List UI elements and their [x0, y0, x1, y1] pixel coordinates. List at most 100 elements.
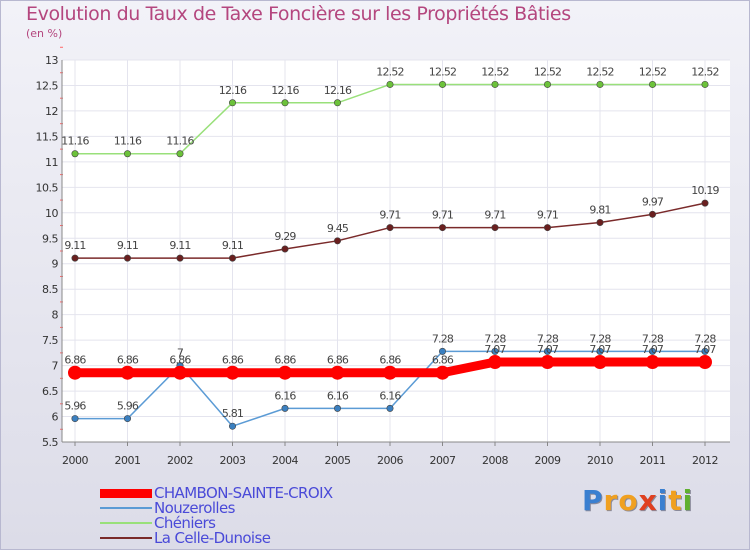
- data-label: 7.07: [484, 343, 506, 356]
- data-point: [71, 254, 79, 262]
- x-tick-label: 2009: [535, 454, 561, 467]
- y-tick-label: 6.5: [42, 385, 58, 398]
- data-label: 9.71: [537, 209, 558, 222]
- data-point: [488, 355, 502, 370]
- data-point: [229, 99, 237, 107]
- data-label: 6.86: [327, 354, 349, 367]
- legend-label: Nouzerolles: [154, 499, 235, 517]
- data-label: 6.86: [169, 354, 191, 367]
- x-tick-label: 2011: [640, 454, 666, 467]
- x-tick-label: 2012: [692, 454, 718, 467]
- data-point: [645, 355, 660, 370]
- y-tick-label: 9.5: [42, 232, 58, 245]
- data-point: [701, 347, 709, 355]
- x-tick-label: 2005: [325, 454, 351, 467]
- data-point: [176, 150, 184, 158]
- y-tick-label: 6: [52, 411, 59, 424]
- data-point: [124, 415, 132, 423]
- data-point: [593, 355, 607, 370]
- data-point: [438, 347, 446, 355]
- data-label: 10.19: [691, 184, 719, 197]
- x-tick-label: 2010: [587, 454, 613, 467]
- data-point: [491, 80, 499, 88]
- data-label: 7.28: [642, 332, 664, 345]
- data-point: [68, 365, 82, 380]
- data-point: [383, 365, 397, 380]
- data-label: 7.07: [589, 343, 611, 356]
- data-label: 9.71: [432, 209, 453, 222]
- data-point: [491, 347, 499, 355]
- data-label: 7.28: [694, 332, 716, 345]
- data-label: 12.52: [586, 65, 614, 78]
- data-label: 7.07: [642, 343, 664, 356]
- legend-swatch: [100, 489, 152, 498]
- data-label: 6.86: [432, 354, 454, 367]
- data-label: 6.86: [117, 354, 139, 367]
- data-label: 11.16: [61, 135, 89, 148]
- y-tick-label: 12: [45, 105, 58, 118]
- y-tick-label: 8: [52, 309, 59, 322]
- data-label: 6.16: [379, 389, 401, 402]
- x-tick-label: 2000: [62, 454, 88, 467]
- data-point: [173, 365, 187, 380]
- x-tick-label: 2002: [167, 454, 193, 467]
- x-tick-label: 2003: [220, 454, 246, 467]
- data-label: 12.52: [639, 65, 667, 78]
- x-tick-label: 2007: [430, 454, 456, 467]
- data-point: [333, 404, 341, 412]
- data-point: [176, 254, 184, 262]
- y-axis-unit-label: (en %): [26, 27, 63, 40]
- data-label: 6.86: [379, 354, 401, 367]
- data-label: 7: [177, 347, 184, 360]
- y-tick-label: 7: [52, 360, 59, 373]
- legend-label: La Celle-Dunoise: [154, 529, 271, 547]
- data-point: [278, 365, 292, 380]
- proxiti-logo[interactable]: Proxiti: [582, 484, 693, 517]
- data-label: 12.52: [429, 65, 457, 78]
- logo-letter: r: [603, 484, 619, 517]
- data-label: 7.28: [484, 332, 506, 345]
- y-tick-label: 10: [45, 207, 58, 220]
- data-label: 9.97: [642, 195, 664, 208]
- data-point: [229, 422, 237, 430]
- data-point: [540, 355, 555, 370]
- legend-label: CHAMBON-SAINTE-CROIX: [154, 484, 333, 502]
- data-point: [386, 224, 394, 232]
- legend-swatch: [100, 537, 152, 539]
- data-point: [330, 365, 345, 380]
- data-point: [543, 347, 551, 355]
- data-label: 12.16: [219, 84, 247, 97]
- y-tick-label: 7.5: [42, 334, 58, 347]
- data-label: 12.16: [271, 84, 299, 97]
- y-tick-label: 12.5: [36, 79, 59, 92]
- logo-letter: i: [657, 484, 669, 517]
- data-point: [648, 347, 656, 355]
- data-point: [701, 80, 709, 88]
- data-label: 12.52: [534, 65, 562, 78]
- data-point: [333, 237, 341, 245]
- logo-letter: o: [618, 484, 639, 517]
- data-label: 6.86: [64, 354, 86, 367]
- line-chart: 5.5 6 6.5 7 7.5 8 8.5 9 9.5 10 10.5 11 11.5 12 12.5 13 2…: [36, 46, 730, 467]
- y-tick-label: 11.5: [36, 130, 59, 143]
- data-label: 9.71: [484, 209, 505, 222]
- legend-swatch: [100, 507, 152, 509]
- data-label: 6.86: [274, 354, 296, 367]
- data-point: [491, 224, 499, 232]
- data-label: 7.28: [432, 332, 454, 345]
- data-label: 12.52: [481, 65, 509, 78]
- plot-area: [62, 60, 730, 442]
- x-tick-label: 2001: [115, 454, 141, 467]
- data-point: [71, 415, 79, 423]
- data-label: 12.52: [691, 65, 719, 78]
- data-point: [698, 355, 712, 370]
- data-point: [648, 210, 656, 218]
- data-point: [124, 254, 132, 262]
- data-point: [281, 99, 289, 107]
- data-label: 9.45: [327, 222, 349, 235]
- data-label: 9.11: [222, 239, 243, 252]
- data-point: [120, 365, 135, 380]
- y-tick-label: 8.5: [42, 283, 58, 296]
- data-point: [229, 254, 237, 262]
- data-label: 12.52: [376, 65, 404, 78]
